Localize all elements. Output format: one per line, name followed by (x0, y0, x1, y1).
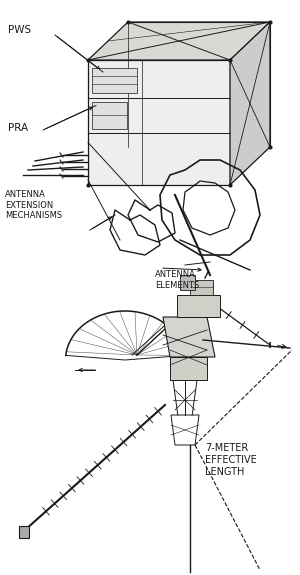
Polygon shape (92, 102, 127, 128)
Polygon shape (177, 295, 220, 317)
Text: PWS: PWS (8, 25, 31, 35)
Polygon shape (190, 280, 213, 295)
Text: PRA: PRA (8, 123, 28, 133)
Polygon shape (88, 22, 270, 60)
Polygon shape (230, 22, 270, 185)
Polygon shape (88, 60, 230, 185)
Text: 7-METER
EFFECTIVE
LENGTH: 7-METER EFFECTIVE LENGTH (205, 443, 257, 477)
Polygon shape (163, 317, 215, 357)
Text: ANTENNA
ELEMENTS: ANTENNA ELEMENTS (155, 270, 199, 290)
Text: ANTENNA
EXTENSION
MECHANISMS: ANTENNA EXTENSION MECHANISMS (5, 190, 62, 220)
Polygon shape (180, 275, 195, 290)
Polygon shape (170, 357, 207, 380)
Polygon shape (19, 526, 29, 538)
Polygon shape (92, 68, 137, 93)
